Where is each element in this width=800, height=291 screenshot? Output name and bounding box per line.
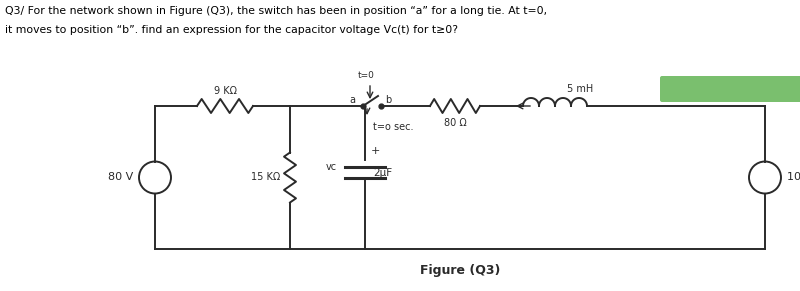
Text: t=o sec.: t=o sec. — [373, 122, 414, 132]
Text: 80 V: 80 V — [108, 173, 133, 182]
Text: t=0: t=0 — [358, 71, 374, 80]
Text: 5 mH: 5 mH — [567, 84, 594, 94]
Text: +: + — [371, 146, 380, 157]
Text: Figure (Q3): Figure (Q3) — [420, 264, 500, 277]
Text: 2μF: 2μF — [373, 168, 392, 178]
FancyBboxPatch shape — [660, 76, 800, 102]
Text: 15 KΩ: 15 KΩ — [250, 173, 280, 182]
Text: 9 KΩ: 9 KΩ — [214, 86, 237, 96]
Text: 100 V: 100 V — [787, 173, 800, 182]
Text: a: a — [349, 95, 355, 105]
Text: Q3/ For the network shown in Figure (Q3), the switch has been in position “a” fo: Q3/ For the network shown in Figure (Q3)… — [5, 6, 547, 16]
Text: it moves to position “b”. find an expression for the capacitor voltage Vc(t) for: it moves to position “b”. find an expres… — [5, 25, 458, 35]
Text: b: b — [385, 95, 391, 105]
Text: vc: vc — [326, 162, 337, 171]
Text: 80 Ω: 80 Ω — [444, 118, 466, 128]
